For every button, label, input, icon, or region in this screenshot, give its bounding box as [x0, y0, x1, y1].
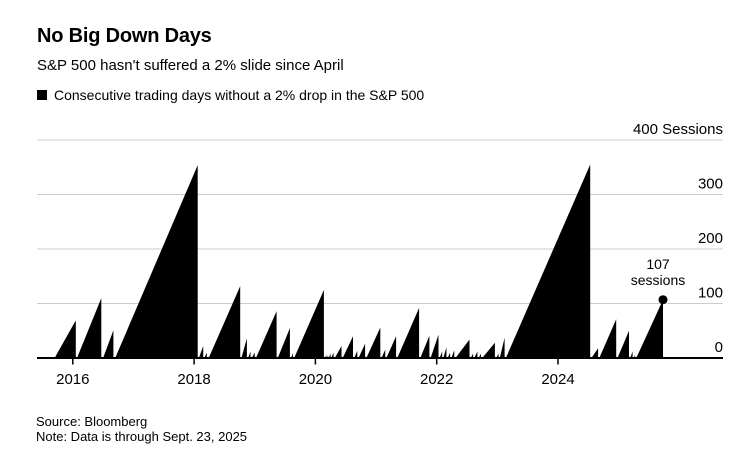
- chart-title: No Big Down Days: [37, 25, 212, 47]
- annotation-value: 107: [646, 256, 670, 272]
- latest-point-annotation: 107 sessions: [600, 256, 716, 288]
- x-tick-label: 2022: [420, 371, 453, 388]
- streak-area: [54, 164, 664, 358]
- data-note: Note: Data is through Sept. 23, 2025: [36, 429, 248, 445]
- x-tick-label: 2020: [299, 371, 332, 388]
- legend-swatch-icon: [37, 90, 47, 100]
- y-tick-label: 200: [698, 230, 723, 247]
- x-tick-label: 2016: [56, 371, 89, 388]
- y-tick-label: 400 Sessions: [633, 121, 723, 138]
- legend: Consecutive trading days without a 2% dr…: [37, 87, 424, 103]
- footer: Source: Bloomberg Note: Data is through …: [36, 414, 247, 445]
- y-tick-label: 0: [715, 339, 723, 356]
- chart-subtitle: S&P 500 hasn't suffered a 2% slide since…: [37, 57, 344, 74]
- legend-label: Consecutive trading days without a 2% dr…: [54, 87, 425, 103]
- x-tick-label: 2018: [177, 371, 210, 388]
- source-note: Source: Bloomberg: [36, 414, 148, 429]
- x-tick-label: 2024: [541, 371, 574, 388]
- y-tick-label: 100: [698, 285, 723, 302]
- annotation-unit: sessions: [630, 272, 686, 289]
- latest-point-dot: [658, 295, 668, 305]
- y-tick-label: 300: [698, 176, 723, 193]
